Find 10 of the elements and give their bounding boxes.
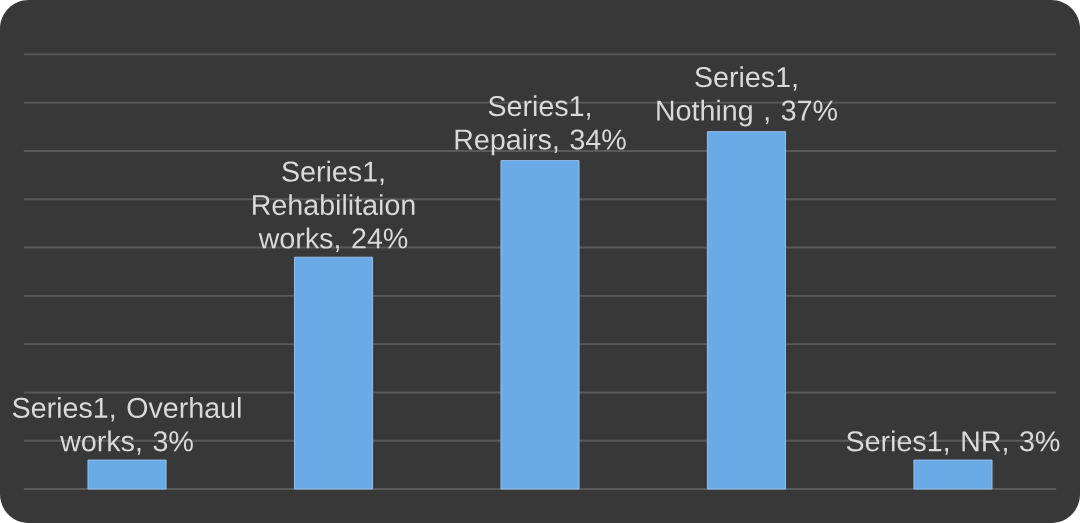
- bar: [706, 131, 787, 490]
- bar: [913, 459, 993, 490]
- data-label: Series1, Rehabilitaion works, 24%: [253, 160, 415, 252]
- data-label: Series1, Repairs, 34%: [455, 95, 626, 156]
- data-label: Series1, Nothing , 37%: [657, 66, 837, 127]
- data-label: Series1, Overhaul works, 3%: [12, 396, 241, 455]
- bar: [87, 459, 167, 490]
- bar: [293, 256, 374, 490]
- data-label: Series1, NR, 3%: [846, 430, 1060, 455]
- bar: [500, 160, 580, 490]
